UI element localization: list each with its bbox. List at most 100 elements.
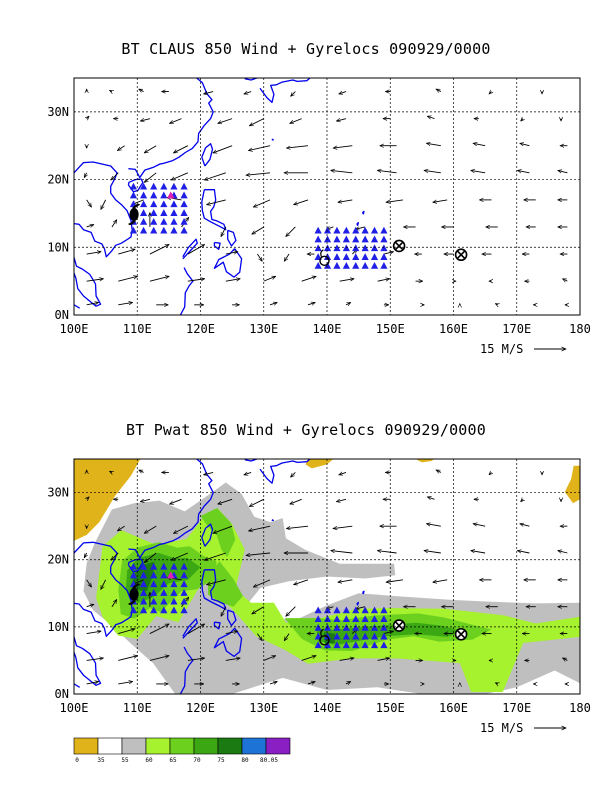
wind-arrow-30 — [248, 145, 271, 151]
gyre-triangle — [129, 606, 138, 614]
reference-vector-label: 15 M/S — [480, 342, 523, 356]
coastline-9 — [182, 238, 198, 260]
wind-arrow-101 — [377, 279, 390, 282]
gyre-triangle — [139, 606, 148, 614]
gyre-triangle — [160, 562, 168, 570]
coastline-2 — [128, 459, 214, 559]
x-tick-label: 100E — [60, 701, 89, 715]
wind-arrow-56 — [253, 199, 271, 208]
gyre-triangle — [352, 244, 360, 252]
gyre-triangle — [139, 200, 148, 208]
y-tick-label: 0N — [55, 687, 69, 701]
gyre-triangle — [139, 191, 148, 199]
wind-arrow-4 — [204, 92, 214, 94]
gyre-triangle — [139, 226, 148, 234]
map-content — [74, 78, 567, 315]
wind-arrow-93 — [86, 279, 104, 282]
wind-arrow-95 — [149, 656, 169, 661]
gyre-triangle — [342, 623, 350, 631]
colorbar-swatch-2 — [121, 737, 147, 755]
wind-arrow-94 — [118, 656, 137, 661]
gyre-triangle — [380, 632, 388, 640]
gyre-triangle — [170, 226, 178, 234]
gyre-triangle — [333, 235, 341, 243]
wind-arrow-64 — [86, 604, 94, 606]
coastline-4 — [201, 143, 214, 167]
coastline-10 — [175, 646, 194, 694]
gyre-triangle — [342, 606, 350, 614]
wind-arrow-31 — [286, 525, 309, 528]
gyre-triangle — [314, 244, 322, 252]
gyre-triangle — [342, 615, 350, 622]
wind-arrow-113 — [307, 302, 315, 304]
gyre-triangle — [323, 244, 332, 252]
gyre-triangle — [370, 261, 379, 269]
wind-arrow-23 — [521, 119, 523, 121]
wind-arrow-87 — [383, 252, 394, 254]
wind-arrow-17 — [249, 118, 264, 127]
gyre-triangle — [180, 191, 188, 199]
gyre-triangle — [361, 244, 369, 252]
open-circle-marker — [319, 628, 330, 646]
wind-arrow-27 — [144, 525, 157, 533]
gyre-triangle — [352, 253, 360, 260]
gyre-triangle — [333, 253, 341, 260]
x-tick-label: 180 — [569, 701, 591, 715]
colorbar-swatch-6 — [217, 737, 243, 755]
gyre-triangle — [170, 217, 178, 225]
gyre-triangle — [342, 632, 350, 640]
wind-arrow-96 — [187, 279, 205, 282]
gyre-triangle — [170, 597, 178, 605]
wind-arrow-46 — [377, 551, 397, 554]
wind-arrow-2 — [139, 88, 144, 91]
wind-arrow-118 — [495, 682, 497, 684]
gyre-triangle — [139, 217, 148, 225]
gyre-triangle — [370, 632, 379, 640]
wind-arrow-31 — [286, 145, 309, 148]
gyre-triangle — [180, 200, 188, 208]
wind-arrow-51 — [86, 579, 92, 587]
gyre-triangle — [314, 226, 322, 234]
y-tick-label: 0N — [55, 308, 69, 322]
wind-arrow-78 — [86, 631, 101, 635]
wind-arrow-65 — [111, 600, 117, 607]
colorbar-label: 65 — [169, 757, 177, 764]
gyre-triangle — [180, 589, 188, 596]
wind-arrow-17 — [249, 498, 264, 507]
coastline-5 — [201, 189, 227, 231]
gyre-triangle — [323, 641, 332, 649]
wind-arrow-21 — [427, 116, 435, 118]
coastline-3 — [127, 178, 144, 193]
wind-arrow-68 — [220, 606, 227, 617]
gyre-triangle — [150, 226, 158, 234]
gyre-triangle — [352, 623, 360, 631]
gyre-triangle — [314, 253, 322, 260]
coastline-10 — [175, 267, 194, 315]
gyre-triangle — [323, 253, 332, 260]
gyre-triangle — [380, 623, 388, 631]
wind-arrow-64 — [86, 225, 94, 227]
gyre-triangle — [323, 261, 332, 269]
wind-arrow-70 — [286, 606, 296, 617]
wind-arrow-108 — [118, 682, 132, 685]
gyre-triangle — [170, 200, 178, 208]
coastline-13 — [259, 78, 311, 104]
gyre-triangle — [139, 562, 148, 570]
gyre-triangle — [361, 615, 369, 622]
wind-arrow-1 — [110, 89, 112, 91]
wind-arrow-81 — [187, 244, 205, 255]
wind-arrow-58 — [338, 579, 353, 582]
map-content — [74, 459, 580, 694]
wind-arrow-69 — [252, 226, 264, 234]
gyre-triangle — [139, 597, 148, 605]
x-tick-label: 120E — [186, 701, 215, 715]
gyre-triangle — [129, 571, 138, 579]
wind-arrow-48 — [471, 551, 486, 554]
wind-arrow-1 — [110, 470, 112, 472]
wind-arrow-19 — [336, 119, 347, 121]
gyre-triangle — [150, 217, 158, 225]
wind-arrow-16 — [218, 118, 233, 124]
wind-arrow-79 — [118, 249, 135, 255]
gyre-triangle — [323, 235, 332, 243]
